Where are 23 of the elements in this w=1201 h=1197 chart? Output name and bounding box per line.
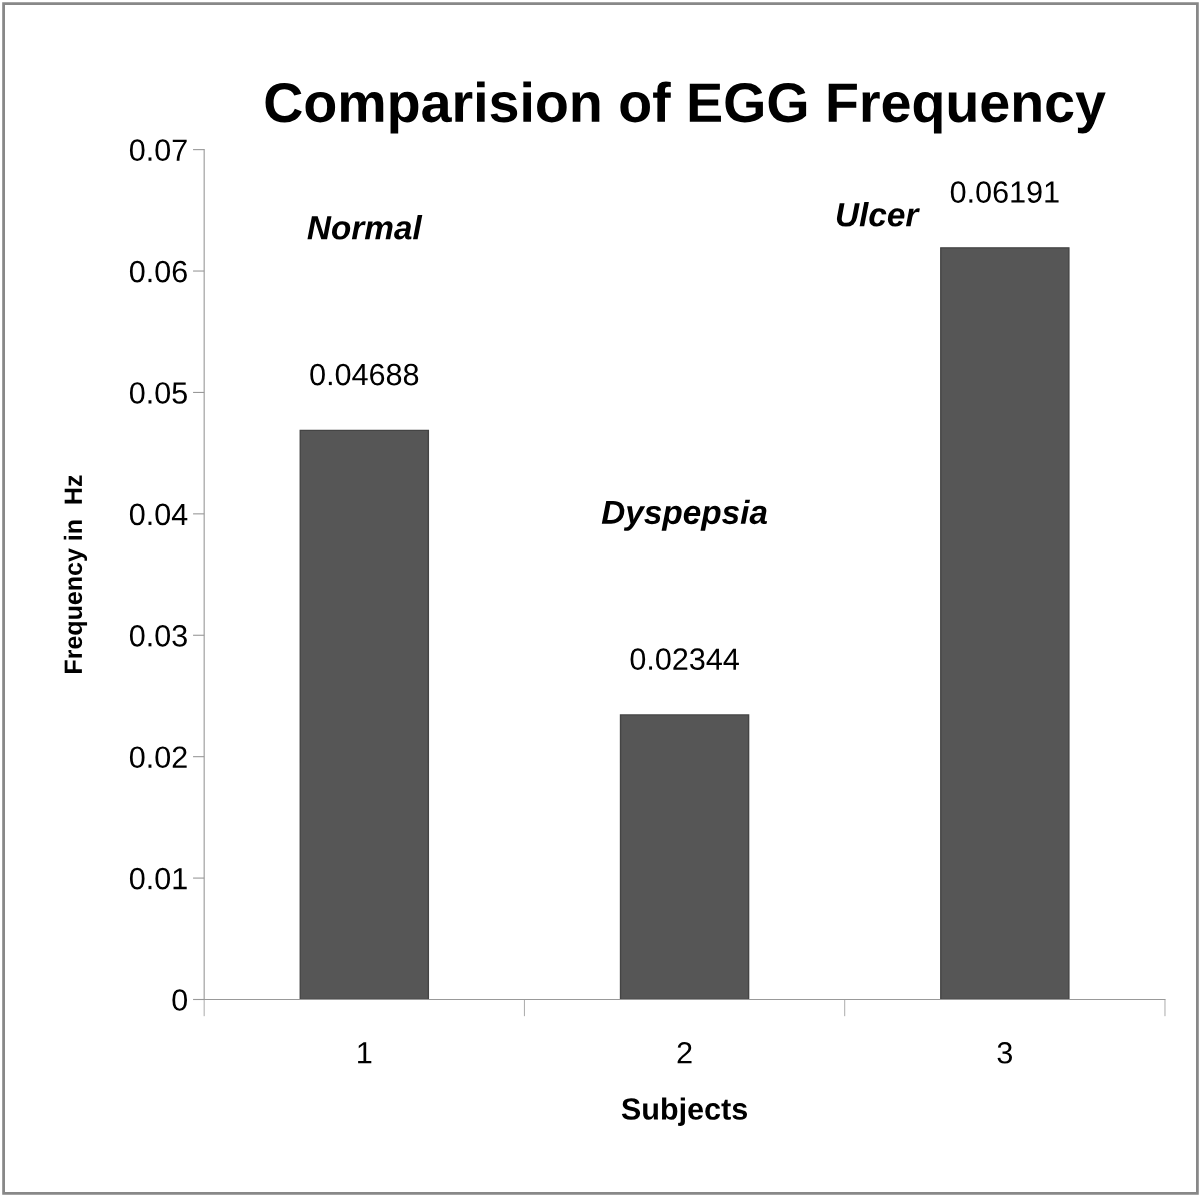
- y-tick-label: 0.02: [129, 746, 187, 769]
- y-tick-label: 0.06: [129, 260, 187, 283]
- y-tick-label: 0.05: [129, 382, 187, 404]
- y-tick-label: 0.01: [129, 867, 187, 890]
- y-tick-label: 0.04: [129, 503, 188, 526]
- x-tick-label: 3: [997, 1041, 1012, 1064]
- y-tick-label: 0: [172, 989, 187, 1011]
- x-tick-label: 2: [677, 1041, 692, 1064]
- y-axis-title: Frequency in Hz: [63, 475, 88, 673]
- annotation: Dyspepsia: [601, 499, 767, 531]
- bar: [299, 429, 430, 1000]
- bar: [619, 714, 750, 1000]
- bar: [940, 247, 1070, 1000]
- chart-title: Comparision of EGG Frequency: [265, 81, 1106, 134]
- data-label: 0.02344: [630, 648, 739, 670]
- y-tick-label: 0.03: [129, 625, 187, 647]
- y-tick-label: 0.07: [129, 139, 187, 161]
- data-label: 0.04688: [310, 363, 419, 386]
- annotation: Normal: [307, 215, 423, 240]
- x-axis-title: Subjects: [621, 1097, 747, 1126]
- data-label: 0.06191: [950, 181, 1059, 203]
- x-tick-label: 1: [358, 1042, 372, 1064]
- annotation: Ulcer: [836, 202, 920, 227]
